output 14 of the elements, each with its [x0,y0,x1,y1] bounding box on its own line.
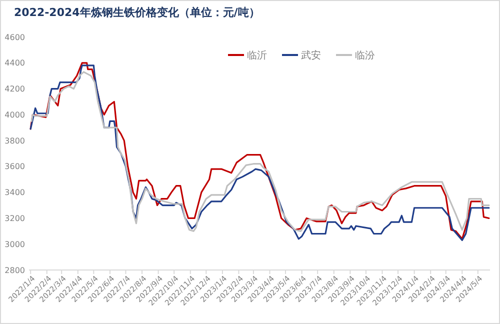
y-tick-label: 3600 [4,162,25,172]
legend-label: 临沂 [247,50,267,62]
chart-title: 2022-2024年炼钢生铁价格变化（单位：元/吨） [14,6,260,19]
y-tick-label: 4000 [4,110,25,120]
y-tick-label: 4200 [4,84,25,94]
legend-label: 武安 [301,50,321,62]
y-tick-label: 4600 [4,32,25,42]
y-tick-label: 3800 [4,136,25,146]
y-tick-label: 3400 [4,188,25,198]
y-tick-label: 3200 [4,214,25,224]
legend-label: 临汾 [355,50,375,62]
y-tick-label: 4400 [4,58,25,68]
y-tick-label: 3000 [4,240,25,249]
y-tick-label: 2800 [4,266,25,275]
